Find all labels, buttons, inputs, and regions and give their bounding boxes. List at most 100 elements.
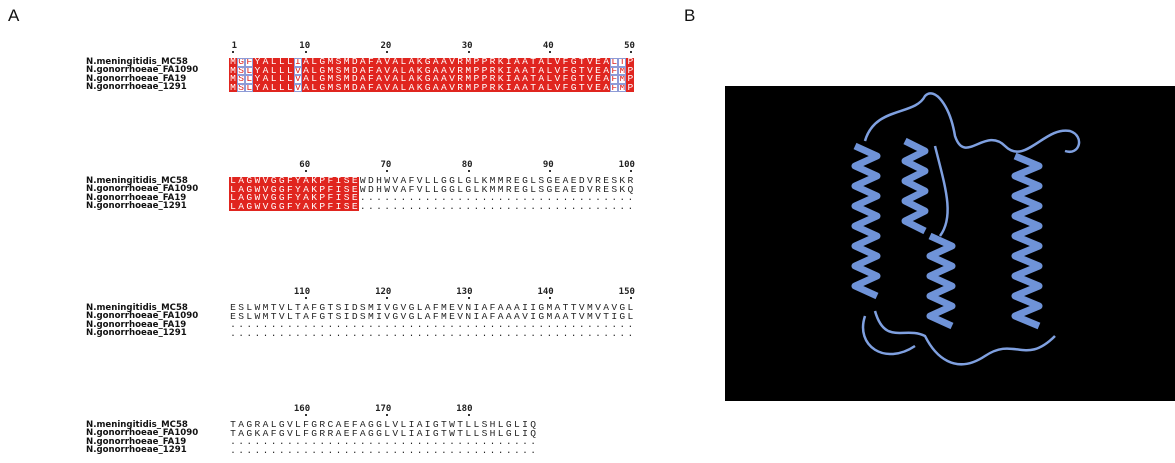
residue: L [399, 84, 407, 93]
residue: P [480, 84, 488, 93]
residue: F [286, 203, 294, 212]
residue: . [440, 447, 448, 456]
residue: L [545, 84, 553, 93]
residue: K [416, 84, 424, 93]
ruler-number: 70 [351, 160, 391, 170]
residue: . [432, 447, 440, 456]
residue: . [472, 330, 480, 339]
residue: . [407, 447, 415, 456]
residue: . [294, 330, 302, 339]
residue: T [529, 84, 537, 93]
residue: K [310, 203, 318, 212]
residue: . [432, 203, 440, 212]
residue: . [626, 203, 634, 212]
residue: F [367, 84, 375, 93]
residue: . [505, 447, 513, 456]
residue: . [375, 203, 383, 212]
residue: . [359, 330, 367, 339]
residue: . [286, 330, 294, 339]
ruler-dot [305, 51, 307, 53]
residue: V [383, 84, 391, 93]
residue: . [472, 447, 480, 456]
residue: . [448, 330, 456, 339]
residue: . [480, 330, 488, 339]
sequence-name: N.gonorrhoeae_1291 [86, 202, 187, 211]
residue: . [270, 447, 278, 456]
residue: V [294, 84, 302, 93]
residue: . [391, 330, 399, 339]
ruler-number: 110 [270, 287, 310, 297]
residue: . [424, 447, 432, 456]
residue: S [237, 84, 245, 93]
residue: . [351, 330, 359, 339]
residue: Y [253, 84, 261, 93]
residue: . [586, 330, 594, 339]
residue: L [310, 84, 318, 93]
residue: V [586, 84, 594, 93]
residue: . [261, 447, 269, 456]
residue: A [237, 203, 245, 212]
residue: L [270, 84, 278, 93]
residue: . [480, 203, 488, 212]
residue: . [440, 330, 448, 339]
residue: . [618, 330, 626, 339]
residue: L [278, 84, 286, 93]
residue: E [351, 203, 359, 212]
structure-image [725, 86, 1175, 401]
residue: . [310, 330, 318, 339]
residue: A [513, 84, 521, 93]
residue: . [424, 203, 432, 212]
residue: M [343, 84, 351, 93]
ruler-number: 10 [270, 41, 310, 51]
residue: . [343, 330, 351, 339]
residue: . [367, 447, 375, 456]
panel-label: B [684, 6, 695, 26]
residue: A [537, 84, 545, 93]
ruler-number: 100 [595, 160, 635, 170]
residue: . [505, 203, 513, 212]
residue: . [578, 330, 586, 339]
residue: . [489, 447, 497, 456]
residue: A [407, 84, 415, 93]
residue: . [359, 203, 367, 212]
residue: . [521, 330, 529, 339]
residue: P [318, 203, 326, 212]
residue: . [602, 203, 610, 212]
residue: . [391, 203, 399, 212]
residue: F [326, 203, 334, 212]
residue: Y [294, 203, 302, 212]
ruler-dot [386, 414, 388, 416]
residue: . [618, 203, 626, 212]
residue: . [229, 330, 237, 339]
residue: . [261, 330, 269, 339]
ruler-number: 170 [351, 404, 391, 414]
residue: . [537, 330, 545, 339]
residue: . [286, 447, 294, 456]
residue: . [383, 447, 391, 456]
residue: . [570, 203, 578, 212]
residue: . [237, 447, 245, 456]
residue: R [489, 84, 497, 93]
ruler-dot [630, 297, 632, 299]
residue: . [407, 203, 415, 212]
ruler-number: 80 [433, 160, 473, 170]
residue: . [278, 330, 286, 339]
residue: . [253, 330, 261, 339]
ruler-number: 150 [595, 287, 635, 297]
residue: . [610, 203, 618, 212]
residue: . [383, 203, 391, 212]
residue: . [424, 330, 432, 339]
ruler-dot [386, 170, 388, 172]
residue: A [302, 203, 310, 212]
residue: . [416, 330, 424, 339]
residue: . [399, 330, 407, 339]
residue: A [602, 84, 610, 93]
residue: . [521, 447, 529, 456]
residue: F [610, 84, 618, 93]
ruler-dot [305, 414, 307, 416]
residue: . [610, 330, 618, 339]
residue: . [375, 447, 383, 456]
residue: G [570, 84, 578, 93]
residue: . [586, 203, 594, 212]
ruler-dot [468, 414, 470, 416]
